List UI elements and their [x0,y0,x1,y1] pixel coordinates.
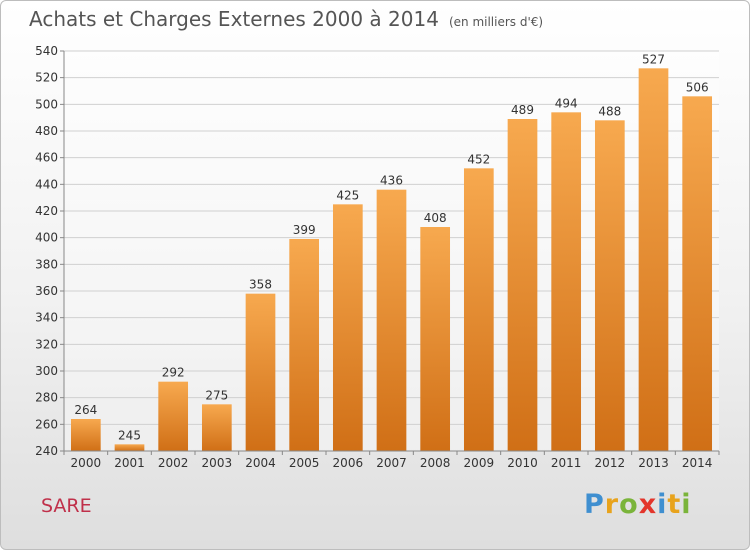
y-tick-label: 480 [35,124,58,138]
x-tick-label-2004: 2004 [245,456,276,470]
x-tick-label-2007: 2007 [376,456,407,470]
data-label-2014: 506 [686,80,709,94]
y-tick-label: 280 [35,391,58,405]
y-tick-label: 500 [35,97,58,111]
y-tick-label: 520 [35,71,58,85]
y-tick-label: 400 [35,231,58,245]
x-tick-label-2010: 2010 [507,456,538,470]
x-tick-label-2013: 2013 [638,456,669,470]
bar-2005 [289,239,320,451]
data-label-2013: 527 [642,52,665,66]
x-tick-label-2000: 2000 [71,456,102,470]
chart-title-text: Achats et Charges Externes 2000 à 2014 [29,7,439,31]
bar-2013 [638,68,669,451]
bar-2011 [551,112,582,451]
x-tick-label-2006: 2006 [333,456,364,470]
data-label-2000: 264 [74,403,97,417]
data-label-2010: 489 [511,103,534,117]
bar-2003 [201,404,232,451]
data-label-2009: 452 [467,152,490,166]
data-label-2007: 436 [380,174,403,188]
y-tick-label: 320 [35,337,58,351]
data-label-2004: 358 [249,278,272,292]
bar-2009 [463,168,494,452]
bar-2001 [114,444,145,451]
data-label-2006: 425 [336,188,359,202]
bar-2010 [507,119,538,451]
data-label-2002: 292 [162,366,185,380]
y-tick-label: 260 [35,417,58,431]
x-tick-label-2012: 2012 [595,456,626,470]
y-tick-label: 380 [35,257,58,271]
bar-2006 [332,204,363,451]
y-tick-label: 420 [35,204,58,218]
proxiti-logo: Proxiti [584,489,692,520]
x-tick-label-2008: 2008 [420,456,451,470]
data-label-2001: 245 [118,428,141,442]
chart-unit: (en milliers d'€) [448,15,544,29]
bar-2000 [70,419,101,451]
bar-2004 [245,293,276,451]
bar-2012 [594,120,625,451]
y-tick-label: 300 [35,364,58,378]
data-label-2005: 399 [293,223,316,237]
y-tick-label: 460 [35,151,58,165]
location-label: SARE [41,495,92,517]
bar-2008 [420,227,451,451]
x-tick-label-2002: 2002 [158,456,189,470]
x-tick-label-2005: 2005 [289,456,320,470]
y-tick-label: 440 [35,177,58,191]
y-tick-label: 240 [35,444,58,458]
x-tick-label-2003: 2003 [202,456,233,470]
y-tick-label: 540 [35,44,58,58]
y-tick-label: 360 [35,284,58,298]
x-tick-label-2011: 2011 [551,456,582,470]
x-tick-label-2001: 2001 [114,456,145,470]
data-label-2012: 488 [598,104,621,118]
chart-title: Achats et Charges Externes 2000 à 2014 (e… [29,7,543,31]
data-label-2003: 275 [205,388,228,402]
x-tick-label-2009: 2009 [464,456,495,470]
data-label-2008: 408 [424,211,447,225]
x-tick-label-2014: 2014 [682,456,713,470]
data-label-2011: 494 [555,96,578,110]
bar-2002 [158,381,189,451]
bar-2014 [682,96,713,451]
bar-2007 [376,189,407,451]
y-tick-label: 340 [35,311,58,325]
